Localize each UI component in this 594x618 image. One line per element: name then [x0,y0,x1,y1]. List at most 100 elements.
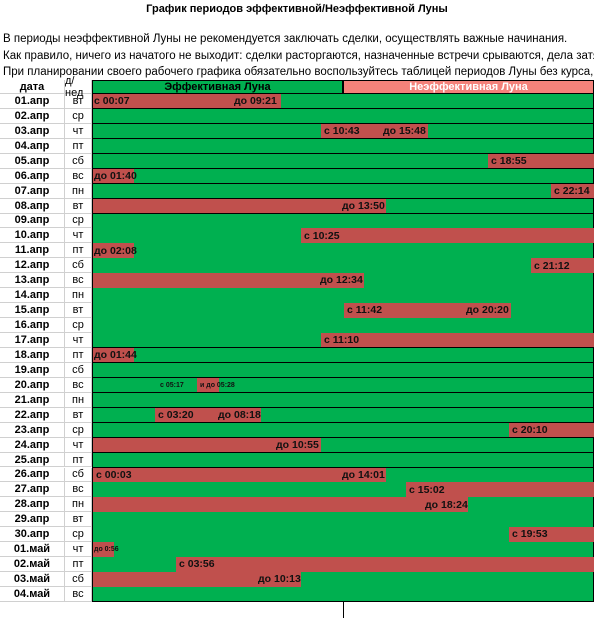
inefficient-period [93,198,386,214]
date-cell: 13.апр [0,273,65,289]
dow-cell: сб [65,572,92,588]
lane: с 03:56 [92,557,594,573]
text-line: Как правило, ничего из начатого не выход… [3,50,594,62]
date-cell: 12.апр [0,258,65,274]
lane: с 00:07 до 09:21 [92,94,594,110]
lane [92,138,594,155]
inefficient-period [155,407,261,423]
lane [92,512,594,528]
dow-cell: чт [65,123,92,139]
lane: с 03:20 до 08:18 [92,407,594,424]
inefficient-period [344,303,511,318]
header-cell: Эффективная Луна [92,80,343,94]
time-label: до 10:13 [258,573,301,586]
lane [92,108,594,125]
date-cell: 04.апр [0,138,65,154]
time-label: до 13:50 [342,199,385,212]
dow-cell: пн [65,497,92,513]
lane: до 13:50 [92,198,594,215]
dow-cell: вс [65,168,92,184]
inefficient-period [93,542,114,557]
date-cell: 28.апр [0,497,65,513]
time-label: до 15:48 [383,125,426,138]
lane: до 18:24 [92,497,594,513]
lane: с 11:10 [92,333,594,349]
inefficient-period [509,422,594,438]
text-line: При планировании своего рабочего графика… [3,66,594,78]
header-cell: д/нед [65,75,92,99]
dow-cell: сб [65,362,92,378]
dow-cell: пт [65,243,92,259]
date-cell: 20.апр [0,377,65,393]
time-label: до 02:08 [94,244,137,257]
dow-cell: вт [65,303,92,319]
dow-cell: ср [65,318,92,334]
time-label: с 00:03 [96,468,132,481]
date-cell: 26.апр [0,467,65,483]
dow-cell: пн [65,288,92,304]
lane: до 02:08 [92,243,594,259]
date-cell: 06.апр [0,168,65,184]
lane: с 15:02 [92,482,594,498]
time-label: с 03:20 [158,408,194,421]
inefficient-period [93,497,468,512]
inefficient-period [509,527,594,542]
date-cell: 04.май [0,587,65,602]
time-label: до 09:21 [234,95,277,108]
dow-cell: вс [65,273,92,289]
time-label: с 11:42 [347,304,383,317]
lane [92,288,594,304]
dow-cell: пт [65,557,92,573]
lane: с 00:03 до 14:01 [92,467,594,483]
lane [92,318,594,334]
lane: до 01:40 [92,168,594,185]
date-cell: 17.апр [0,333,65,348]
date-cell: 16.апр [0,318,65,334]
lane: с 05:17 и до 05:28 [92,377,594,394]
time-label: до 12:34 [320,274,363,287]
dow-cell: пт [65,347,92,363]
inefficient-period [488,153,594,169]
dow-cell: ср [65,422,92,438]
time-label: до 14:01 [342,468,385,481]
lane: с 10:43 до 15:48 [92,123,594,140]
date-cell: 01.май [0,542,65,558]
inefficient-period [176,557,594,572]
lane [92,392,594,409]
dow-cell: ср [65,108,92,124]
date-cell: 18.апр [0,347,65,363]
lane: до 10:13 [92,572,594,588]
date-cell: 25.апр [0,452,65,468]
date-cell: 03.май [0,572,65,588]
inefficient-period [197,377,219,393]
inefficient-period [551,183,594,199]
lane [92,213,594,229]
inefficient-period [531,258,594,273]
date-cell: 03.апр [0,123,65,139]
date-cell: 01.апр [0,94,65,109]
lane: до 10:55 [92,437,594,454]
lane: с 11:42 до 20:20 [92,303,594,319]
time-label: с 22:14 [554,184,590,197]
inefficient-period [301,228,594,243]
date-cell: 21.апр [0,392,65,408]
inefficient-period [321,333,594,348]
date-cell: 29.апр [0,512,65,528]
time-label: с 10:25 [304,229,340,242]
inefficient-period [93,437,321,453]
lane [92,587,594,603]
date-cell: 02.апр [0,108,65,124]
date-cell: 27.апр [0,482,65,498]
inefficient-period [93,273,364,288]
dow-cell: чт [65,333,92,348]
time-label: с 05:17 [160,381,184,389]
time-label: с 11:10 [324,334,360,347]
inefficient-period [93,467,386,482]
date-cell: 15.апр [0,303,65,319]
time-label: с 10:43 [324,125,360,138]
time-label: до 20:20 [466,304,509,317]
inefficient-period [93,572,301,587]
time-label: с 18:55 [491,154,527,167]
date-cell: 30.апр [0,527,65,543]
inefficient-period [321,123,428,139]
